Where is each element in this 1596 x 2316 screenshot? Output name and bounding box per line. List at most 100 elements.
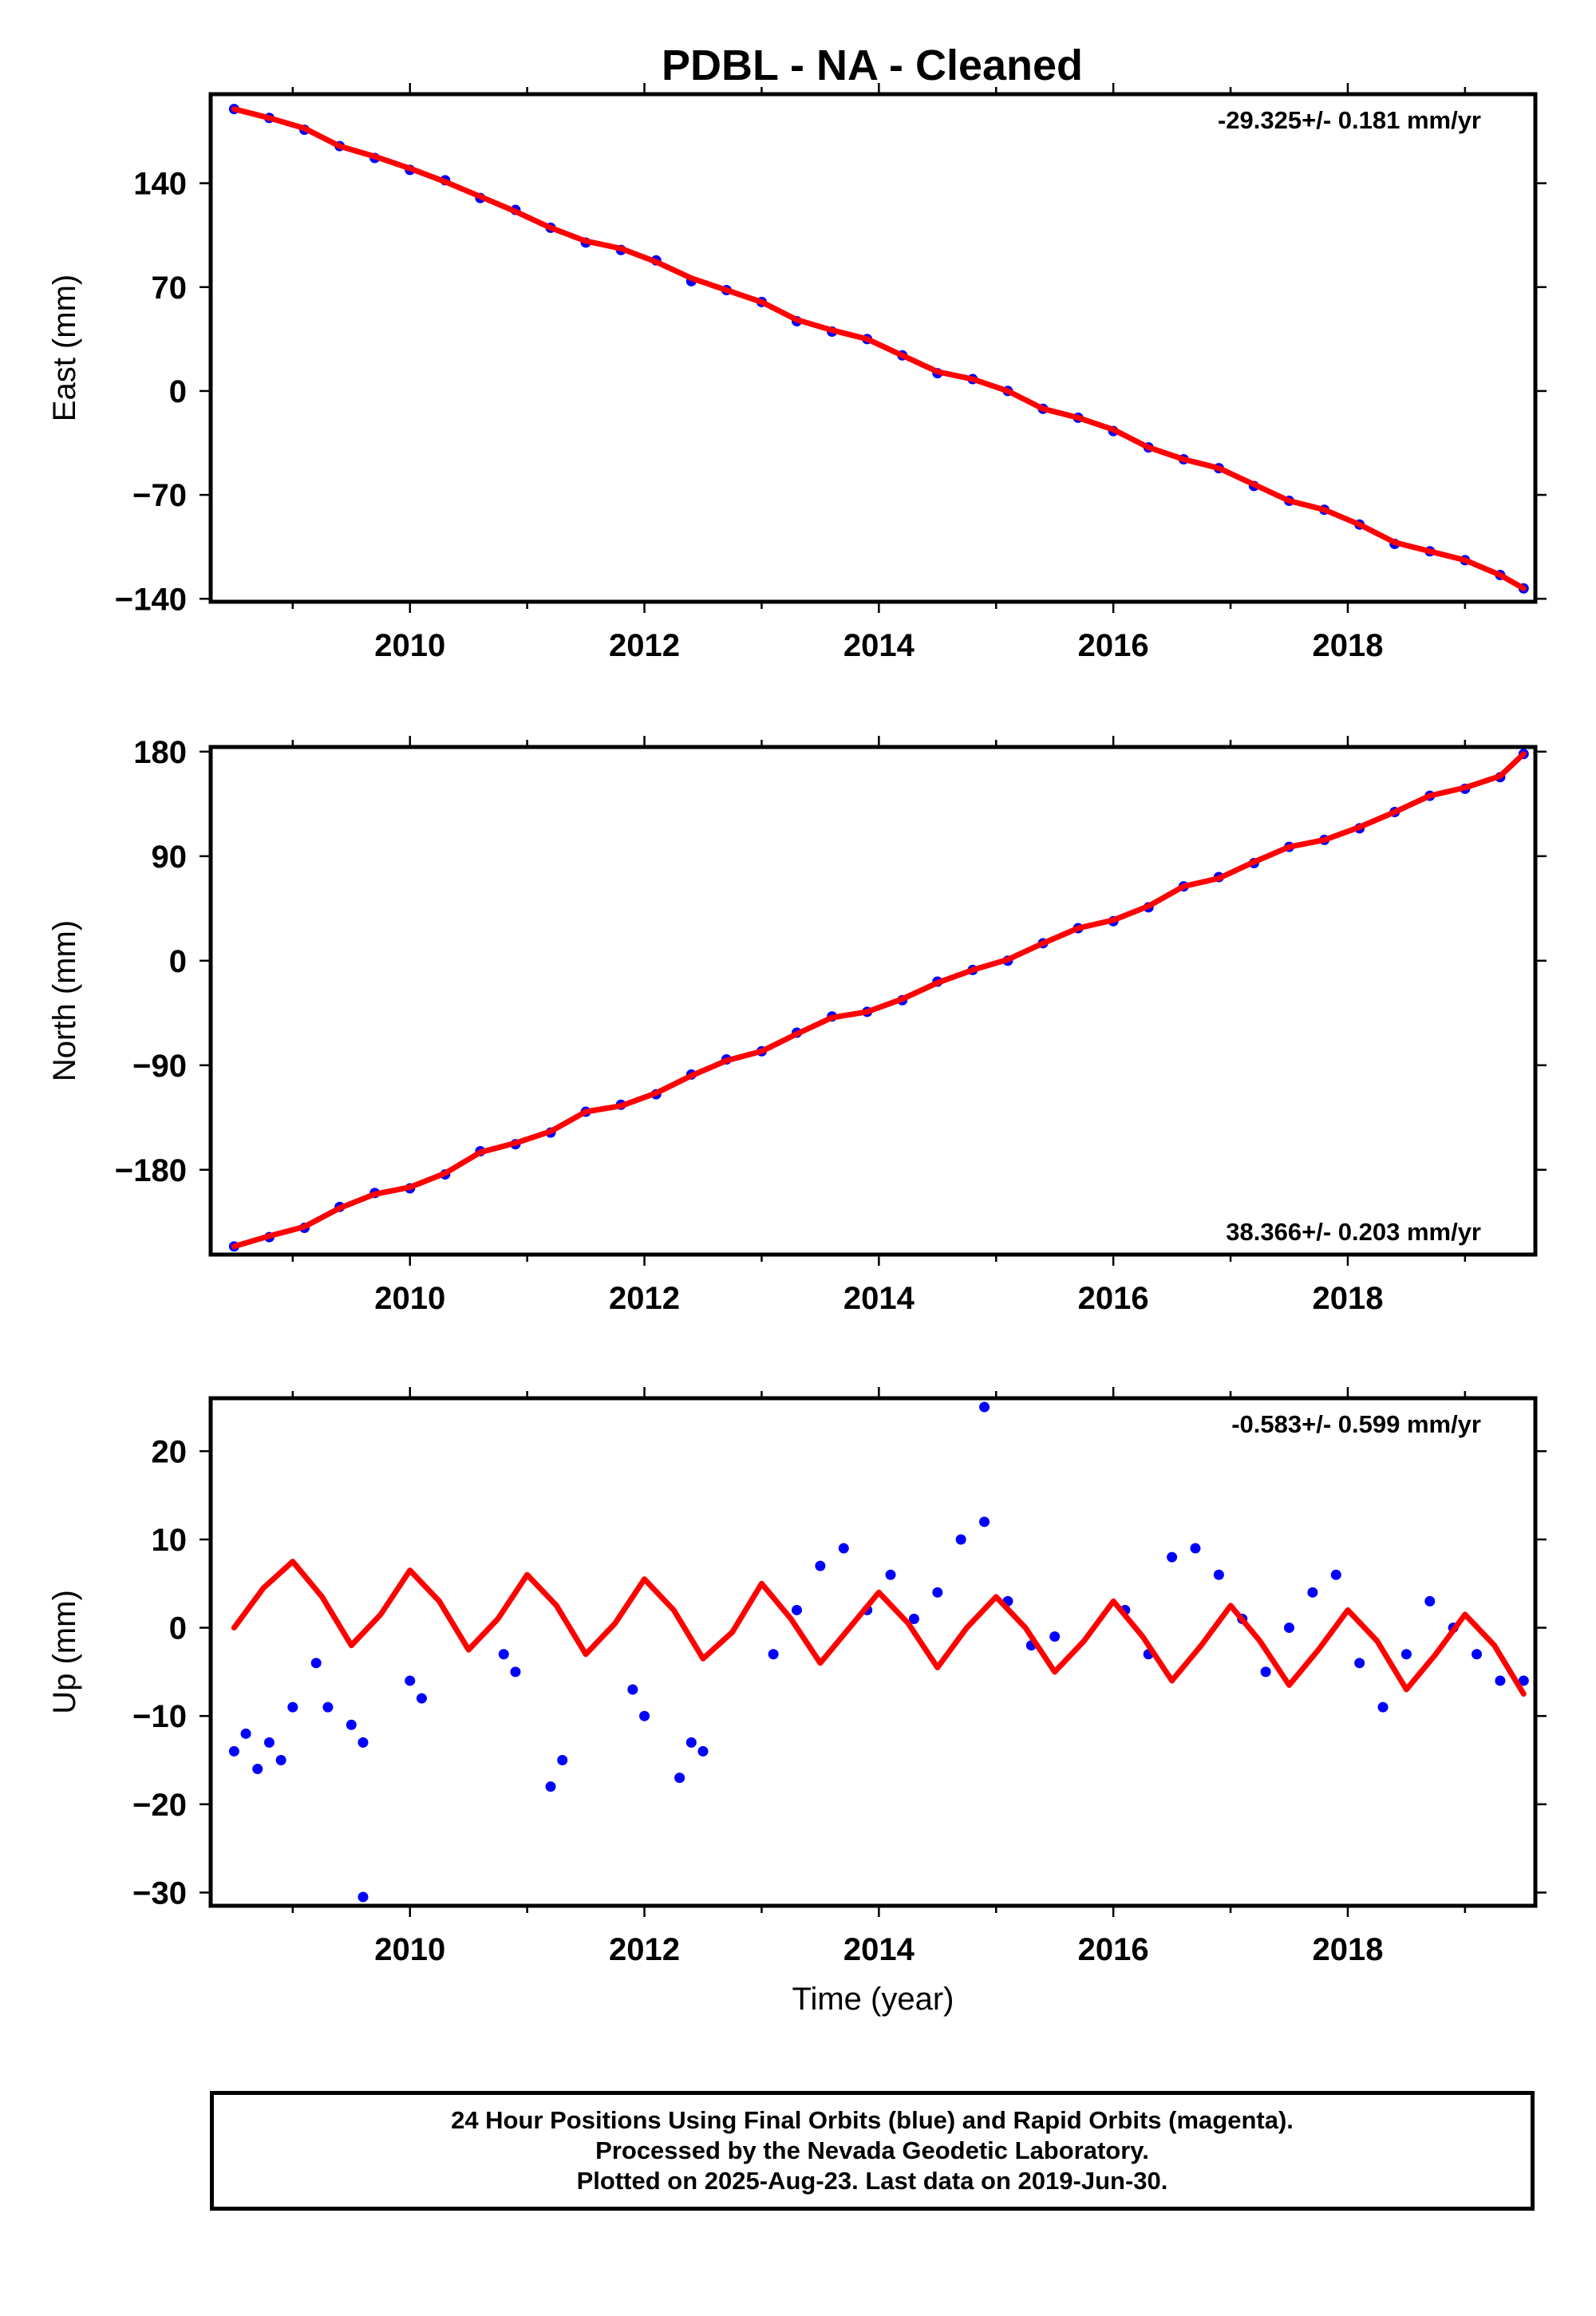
up-data-point <box>792 1604 803 1615</box>
up-fit-line <box>231 1559 1527 1697</box>
east-fit-line <box>231 106 1527 591</box>
up-data-point <box>405 1675 416 1686</box>
north-rate-label: 38.366+/- 0.203 mm/yr <box>1226 1218 1481 1246</box>
up-data-point <box>1190 1543 1201 1554</box>
up-data-point <box>627 1684 638 1695</box>
east-x-tick-label: 2014 <box>843 628 915 663</box>
up-data-point <box>1260 1666 1271 1678</box>
north-y-axis-label: North (mm) <box>47 920 82 1081</box>
north-x-tick-label: 2010 <box>374 1281 445 1316</box>
north-x-tick-label: 2012 <box>609 1281 680 1316</box>
east-y-tick-label: 0 <box>169 374 187 409</box>
north-y-tick-label: 180 <box>133 735 187 770</box>
up-data-point <box>287 1701 298 1713</box>
up-y-tick-label: 10 <box>152 1523 188 1558</box>
up-data-point <box>275 1754 286 1765</box>
up-data-point <box>639 1710 650 1721</box>
up-data-point <box>228 1745 239 1757</box>
east-plot-area <box>228 104 1529 594</box>
up-y-axis-label: Up (mm) <box>47 1590 82 1714</box>
up-y-tick-label: 0 <box>169 1611 187 1646</box>
up-y-tick-label: −30 <box>132 1875 187 1911</box>
up-data-point <box>545 1781 556 1792</box>
north-y-tick-label: 0 <box>169 944 187 979</box>
up-data-point <box>932 1587 943 1598</box>
up-data-point <box>240 1728 251 1739</box>
up-x-tick-label: 2010 <box>374 1932 445 1967</box>
up-data-point <box>1495 1675 1506 1686</box>
up-x-tick-label: 2016 <box>1078 1932 1149 1967</box>
up-data-point <box>838 1543 849 1554</box>
up-data-point <box>557 1754 568 1765</box>
up-data-point <box>263 1737 275 1748</box>
up-data-point <box>1472 1649 1483 1660</box>
east-panel: 2010 2012 2014 2016 2018 −140 −70 0 70 140 East (m… <box>47 83 1547 663</box>
north-y-tick-label: 90 <box>152 840 188 875</box>
up-data-point <box>310 1658 322 1669</box>
north-plot-area <box>228 749 1529 1252</box>
up-data-point <box>979 1516 990 1528</box>
east-y-axis-label: East (mm) <box>47 275 82 421</box>
up-data-point <box>768 1649 779 1660</box>
east-x-tick-label: 2010 <box>374 628 445 663</box>
north-y-tick-label: −90 <box>132 1049 187 1084</box>
up-y-tick-label: −10 <box>132 1699 187 1734</box>
up-points-series <box>228 1401 1529 1903</box>
east-y-tick-label: 70 <box>152 271 188 306</box>
east-x-tick-label: 2016 <box>1078 628 1149 663</box>
up-y-tick-label: 20 <box>152 1434 188 1469</box>
up-data-point <box>1424 1595 1436 1607</box>
up-data-point <box>322 1701 334 1713</box>
up-y-tick-label: −20 <box>132 1788 187 1823</box>
east-rate-label: -29.325+/- 0.181 mm/yr <box>1218 106 1481 134</box>
up-data-point <box>1377 1701 1389 1713</box>
up-data-point <box>498 1649 509 1660</box>
up-plot-area <box>228 1401 1529 1903</box>
up-data-point <box>1284 1622 1295 1634</box>
up-data-point <box>416 1693 427 1704</box>
up-data-point <box>685 1737 697 1748</box>
footer-line-3: Plotted on 2025-Aug-23. Last data on 201… <box>576 2167 1168 2195</box>
east-y-tick-label: −140 <box>115 582 187 617</box>
north-x-tick-label: 2014 <box>843 1281 915 1316</box>
north-y-tick-label: −180 <box>115 1153 187 1188</box>
east-x-tick-label: 2012 <box>609 628 680 663</box>
up-data-point <box>358 1737 369 1748</box>
north-panel: 2010 2012 2014 2016 2018 −180 −90 0 90 180 North (… <box>47 735 1547 1316</box>
up-data-point <box>1213 1569 1224 1580</box>
chart-title: PDBL - NA - Cleaned <box>662 41 1083 89</box>
footer-line-2: Processed by the Nevada Geodetic Laborat… <box>595 2136 1149 2164</box>
up-x-axis-label: Time (year) <box>792 1982 954 2017</box>
up-data-point <box>1049 1631 1061 1642</box>
up-data-point <box>908 1614 919 1625</box>
up-frame <box>208 1396 1538 1908</box>
north-fit-line <box>231 751 1527 1250</box>
up-data-point <box>1307 1587 1318 1598</box>
east-y-tick-label: −70 <box>132 478 187 513</box>
north-x-tick-label: 2016 <box>1078 1281 1149 1316</box>
north-points-series <box>228 749 1529 1252</box>
footer-line-1: 24 Hour Positions Using Final Orbits (bl… <box>451 2106 1294 2134</box>
up-x-tick-label: 2018 <box>1312 1932 1383 1967</box>
up-data-point <box>346 1719 357 1730</box>
east-frame <box>208 92 1538 604</box>
east-points-series <box>228 104 1529 594</box>
up-data-point <box>885 1569 896 1580</box>
north-frame <box>208 745 1538 1257</box>
up-data-point <box>1518 1675 1529 1686</box>
up-data-point <box>252 1764 263 1775</box>
up-x-tick-label: 2014 <box>843 1932 915 1967</box>
up-data-point <box>955 1534 966 1545</box>
up-data-point <box>358 1891 369 1903</box>
up-data-point <box>979 1401 990 1413</box>
up-data-point <box>1400 1649 1412 1660</box>
up-data-point <box>510 1666 521 1678</box>
up-data-point <box>1354 1658 1365 1669</box>
up-data-point <box>674 1773 685 1784</box>
up-panel: 2010 2012 2014 2016 2018 −30 −20 −10 0 10 20 Up (mm… <box>47 1387 1547 2017</box>
footer-box: 24 Hour Positions Using Final Orbits (bl… <box>210 2091 1535 2211</box>
up-rate-label: -0.583+/- 0.599 mm/yr <box>1231 1410 1481 1438</box>
east-x-tick-label: 2018 <box>1312 628 1383 663</box>
